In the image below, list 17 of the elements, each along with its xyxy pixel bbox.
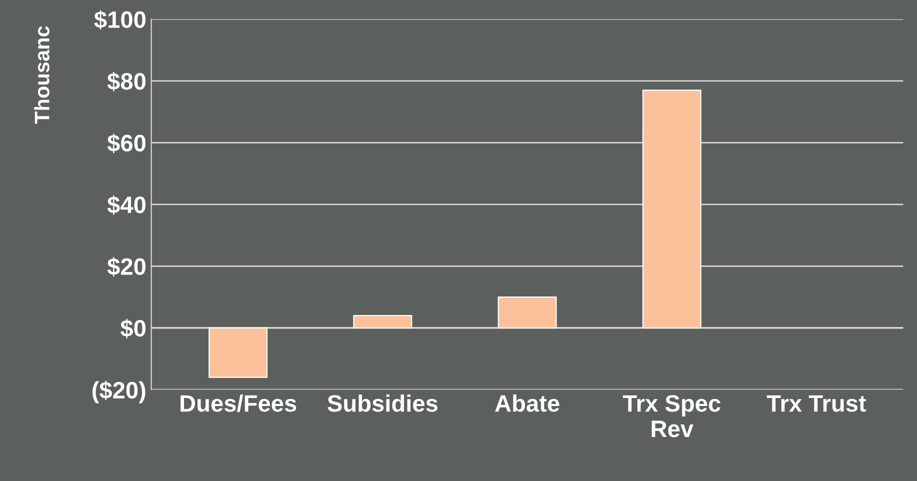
y-tick-label: $60 <box>107 134 146 154</box>
y-tick-label: $80 <box>107 72 146 92</box>
x-tick-label: Subsidies <box>328 394 438 412</box>
x-tick-label: Trx Trust <box>766 395 866 412</box>
bar <box>498 296 557 328</box>
y-tick-label: $20 <box>107 257 146 276</box>
y-tick-label: $100 <box>94 10 146 30</box>
y-tick-label: $40 <box>107 195 146 215</box>
x-tick-label: Abate <box>495 394 560 412</box>
bar <box>642 90 702 328</box>
bar <box>353 314 412 328</box>
x-tick-label: Dues/Fees <box>180 394 296 412</box>
x-tick-label: Trx Spec Rev <box>622 395 720 438</box>
y-tick-label: $0 <box>120 318 146 338</box>
bar <box>208 327 268 378</box>
y-tick-label: ($20) <box>92 380 146 404</box>
y-axis-title: Thousanc <box>34 26 50 124</box>
